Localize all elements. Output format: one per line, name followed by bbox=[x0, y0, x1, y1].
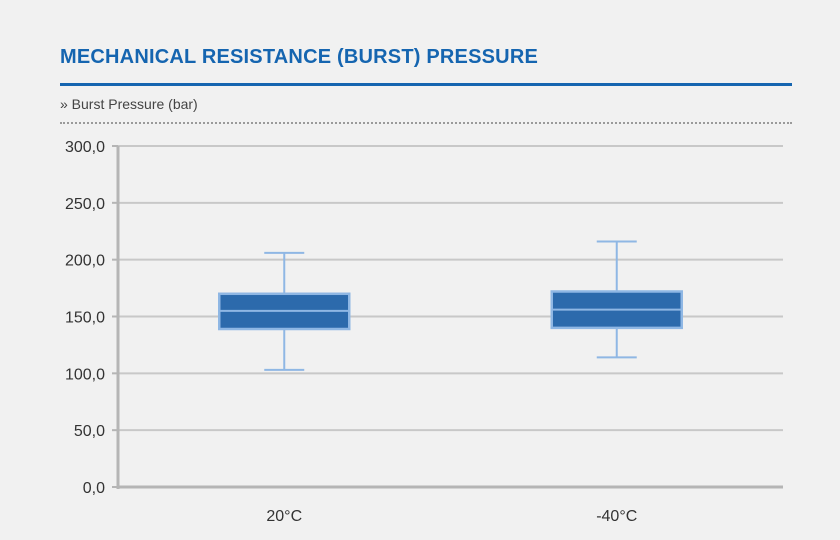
chart-subtitle: » Burst Pressure (bar) bbox=[60, 96, 198, 112]
box-2 bbox=[550, 240, 683, 359]
x-tick-label: -40°C bbox=[596, 508, 637, 525]
y-tick-label: 250,0 bbox=[65, 196, 105, 213]
y-tick-label: 0,0 bbox=[83, 480, 105, 497]
dotted-divider bbox=[60, 122, 792, 124]
y-tick-label: 50,0 bbox=[74, 423, 105, 440]
title-underline bbox=[60, 83, 792, 86]
y-tick-labels: 0,0 50,0 100,0 150,0 200,0 250,0 300,0 bbox=[65, 139, 105, 497]
chart-title: MECHANICAL RESISTANCE (BURST) PRESSURE bbox=[60, 46, 539, 68]
y-tick-label: 300,0 bbox=[65, 139, 105, 156]
box-1 bbox=[218, 251, 351, 371]
grid-lines bbox=[118, 145, 783, 432]
y-tick-label: 200,0 bbox=[65, 253, 105, 270]
boxes bbox=[218, 240, 683, 371]
x-tick-label: 20°C bbox=[266, 508, 302, 525]
y-tick-label: 100,0 bbox=[65, 366, 105, 383]
y-tick-label: 150,0 bbox=[65, 310, 105, 327]
axes bbox=[112, 145, 783, 489]
x-tick-labels: 20°C -40°C bbox=[266, 508, 637, 525]
